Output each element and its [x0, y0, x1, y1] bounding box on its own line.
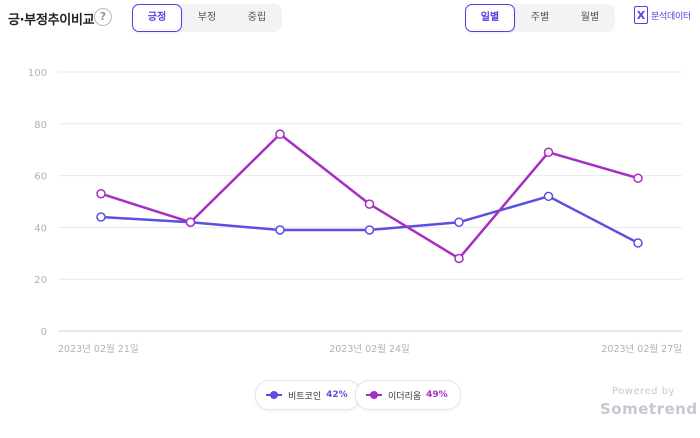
legend-marker-bitcoin [266, 391, 282, 399]
y-tick-label: 60 [34, 172, 47, 183]
data-point-bitcoin[interactable] [633, 238, 643, 248]
chart-header: 긍·부정추이비교 ? 긍정 부정 중립 일별 주별 월별 X 분석데이터 [0, 0, 700, 40]
tab-positive[interactable]: 긍정 [132, 4, 182, 32]
period-toggle: 일별 주별 월별 [465, 4, 615, 32]
tab-weekly[interactable]: 주별 [530, 12, 550, 23]
series-line-ethereum [99, 132, 640, 260]
legend-item-ethereum[interactable]: 이더리움 49% [355, 380, 461, 410]
excel-icon: X [634, 6, 648, 24]
data-point-bitcoin[interactable] [275, 225, 285, 235]
data-point-ethereum[interactable] [633, 173, 643, 183]
data-point-ethereum[interactable] [275, 129, 285, 139]
data-point-ethereum[interactable] [96, 188, 106, 199]
y-tick-label: 20 [34, 275, 47, 286]
line-chart: 0 20 40 60 80 100 2023년 02월 21일 2023년 02월 24일 20… [28, 68, 682, 355]
x-tick-label: 2023년 02월 27일 [601, 343, 682, 355]
data-point-ethereum[interactable] [185, 217, 196, 227]
brand-logo: Sometrend [600, 400, 698, 418]
x-tick-label: 2023년 02월 24일 [329, 343, 410, 355]
analysis-data-button[interactable]: X 분석데이터 [634, 6, 691, 24]
y-tick-label: 80 [34, 120, 47, 131]
powered-by-text: Powered by [612, 386, 675, 397]
help-icon[interactable]: ? [94, 8, 112, 26]
data-point-bitcoin[interactable] [364, 225, 375, 235]
y-tick-label: 0 [41, 327, 47, 338]
data-point-ethereum[interactable] [543, 147, 554, 158]
tab-daily[interactable]: 일별 [465, 4, 515, 32]
data-point-bitcoin[interactable] [96, 212, 106, 222]
legend-marker-ethereum [366, 391, 382, 399]
x-tick-label: 2023년 02월 21일 [58, 343, 139, 355]
tab-neutral[interactable]: 중립 [247, 12, 267, 23]
data-point-ethereum[interactable] [364, 199, 375, 209]
chart-title: 긍·부정추이비교 [8, 13, 95, 28]
y-tick-label: 40 [34, 223, 47, 234]
tab-negative[interactable]: 부정 [197, 12, 217, 23]
legend-percent-bitcoin: 42% [326, 390, 348, 400]
data-point-ethereum[interactable] [454, 253, 464, 264]
legend-percent-ethereum: 49% [426, 390, 448, 400]
y-tick-label: 100 [28, 68, 47, 79]
data-point-bitcoin[interactable] [543, 191, 554, 202]
tab-monthly[interactable]: 월별 [580, 12, 600, 23]
legend-item-bitcoin[interactable]: 비트코인 42% [255, 380, 361, 410]
legend-label-bitcoin: 비트코인 [288, 391, 322, 402]
sentiment-toggle: 긍정 부정 중립 [132, 4, 282, 32]
legend-label-ethereum: 이더리움 [388, 391, 422, 402]
analysis-data-label: 분석데이터 [651, 11, 691, 22]
data-point-bitcoin[interactable] [454, 217, 464, 227]
